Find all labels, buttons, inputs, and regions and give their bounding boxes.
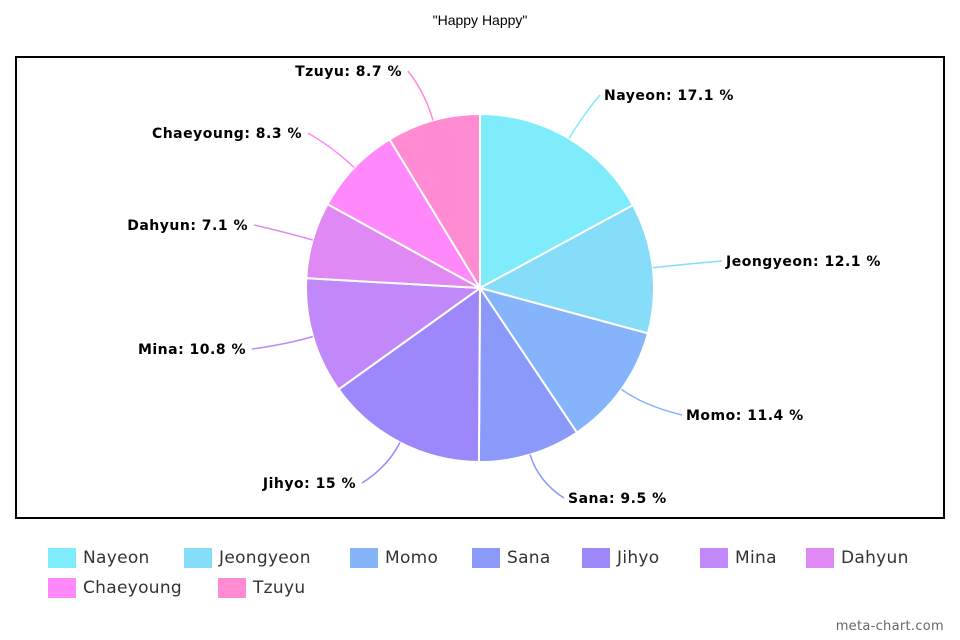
- legend-item-momo[interactable]: Momo: [350, 546, 438, 570]
- legend-swatch: [806, 548, 834, 568]
- label-leader-lines: [251, 70, 723, 499]
- legend-item-jihyo[interactable]: Jihyo: [582, 546, 659, 570]
- pie-slice-jeongyeon: [477, 203, 655, 335]
- slice-label-dahyun: Dahyun: 7.1 %: [127, 218, 248, 234]
- legend-swatch: [48, 548, 76, 568]
- legend-item-chaeyoung[interactable]: Chaeyoung: [48, 576, 182, 600]
- leader-line-momo: [620, 388, 683, 416]
- slice-label-chaeyoung: Chaeyoung: 8.3 %: [152, 126, 302, 142]
- legend-label: Tzuyu: [253, 578, 306, 598]
- legend-swatch: [48, 578, 76, 598]
- slice-labels: Nayeon: 17.1 % Jeongyeon: 12.1 % Momo: 11.…: [127, 64, 881, 507]
- leader-line-mina: [251, 335, 314, 350]
- legend-label: Jihyo: [617, 548, 660, 568]
- legend-label: Sana: [507, 548, 551, 568]
- chart-title: "Happy Happy": [432, 12, 528, 28]
- legend-label: Chaeyoung: [83, 578, 183, 598]
- slice-label-momo: Momo: 11.4 %: [686, 408, 804, 424]
- slice-label-tzuyu: Tzuyu: 8.7 %: [295, 64, 402, 80]
- pie-slice-mina: [305, 277, 483, 391]
- leader-line-sana: [529, 454, 565, 499]
- leader-line-jeongyeon: [652, 260, 723, 269]
- legend-swatch: [218, 578, 246, 598]
- legend-item-dahyun[interactable]: Dahyun: [806, 546, 909, 570]
- legend-swatch: [700, 548, 728, 568]
- legend-label: Jeongyeon: [219, 548, 311, 568]
- leader-line-chaeyoung: [307, 132, 355, 169]
- legend-label: Momo: [385, 548, 439, 568]
- slice-label-jihyo: Jihyo: 15 %: [262, 476, 356, 492]
- legend-swatch: [582, 548, 610, 568]
- slice-label-sana: Sana: 9.5 %: [568, 491, 667, 507]
- pie-slices: [305, 112, 655, 464]
- pie-slice-jihyo: [337, 286, 482, 464]
- pie-slice-tzuyu: [388, 112, 481, 292]
- legend-label: Dahyun: [841, 548, 909, 568]
- legend-swatch: [184, 548, 212, 568]
- legend-item-mina[interactable]: Mina: [700, 546, 777, 570]
- leader-line-tzuyu: [407, 70, 434, 121]
- slice-label-mina: Mina: 10.8 %: [138, 342, 246, 358]
- leader-line-jihyo: [361, 442, 401, 484]
- legend-item-jeongyeon[interactable]: Jeongyeon: [184, 546, 311, 570]
- legend-swatch: [472, 548, 500, 568]
- legend-label: Nayeon: [83, 548, 150, 568]
- chart-frame: [15, 56, 945, 519]
- legend-item-nayeon[interactable]: Nayeon: [48, 546, 150, 570]
- legend-item-tzuyu[interactable]: Tzuyu: [218, 576, 305, 600]
- watermark-text: meta-chart.com: [835, 619, 944, 634]
- leader-line-nayeon: [568, 94, 601, 139]
- leader-line-dahyun: [253, 224, 314, 241]
- pie-slice-chaeyoung: [326, 137, 483, 291]
- legend-item-sana[interactable]: Sana: [472, 546, 551, 570]
- legend-label: Mina: [735, 548, 777, 568]
- legend-swatch: [350, 548, 378, 568]
- slice-label-jeongyeon: Jeongyeon: 12.1 %: [725, 254, 881, 270]
- slice-label-nayeon: Nayeon: 17.1 %: [604, 88, 734, 104]
